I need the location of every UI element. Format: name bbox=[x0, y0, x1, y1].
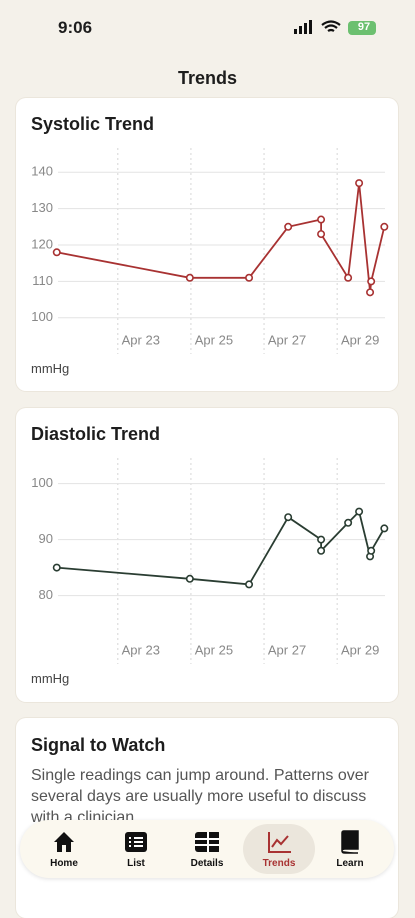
unit-label: mmHg bbox=[31, 361, 70, 376]
icon bbox=[341, 830, 359, 854]
icon bbox=[268, 832, 291, 853]
status-time: 9:06 bbox=[58, 18, 93, 37]
tab[interactable]: List bbox=[100, 824, 172, 874]
tab-label: List bbox=[127, 858, 145, 869]
tab-label: Learn bbox=[336, 858, 364, 869]
tab[interactable]: Trends bbox=[243, 824, 315, 874]
tab[interactable]: Details bbox=[171, 824, 243, 874]
icon bbox=[125, 832, 147, 852]
card-title: Diastolic Trend bbox=[31, 424, 161, 444]
diastolic-card: Diastolic Trend mmHg bbox=[16, 408, 398, 702]
card-title: Signal to Watch bbox=[31, 735, 166, 755]
tab-label: Details bbox=[190, 858, 224, 869]
icon bbox=[195, 832, 219, 852]
systolic-card: Systolic Trend mmHg bbox=[16, 98, 398, 391]
status-icons bbox=[294, 20, 376, 35]
icon bbox=[54, 832, 74, 852]
battery-level: 97 bbox=[357, 21, 371, 33]
tab[interactable]: Learn bbox=[314, 824, 386, 874]
signal-card: Signal to Watch Single readings can jump… bbox=[16, 718, 398, 918]
tab-label: Trends bbox=[262, 858, 296, 869]
tab-label: Home bbox=[50, 858, 78, 869]
card-title: Systolic Trend bbox=[31, 114, 155, 134]
card-text: Single readings can jump around. Pattern… bbox=[31, 767, 369, 826]
tab[interactable]: Home bbox=[28, 824, 100, 874]
unit-label: mmHg bbox=[31, 671, 70, 686]
page-title: Trends bbox=[177, 68, 238, 88]
